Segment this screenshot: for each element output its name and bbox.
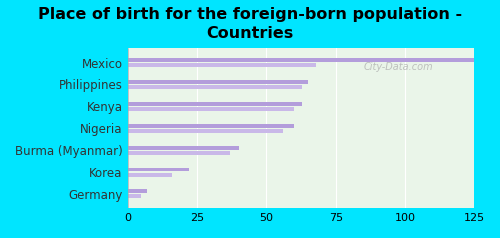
Bar	[128, 58, 474, 62]
Bar	[128, 107, 294, 111]
Bar	[128, 168, 188, 171]
Bar	[128, 85, 302, 89]
Bar	[128, 194, 141, 198]
Bar	[128, 151, 230, 155]
Bar	[128, 129, 283, 133]
Bar	[128, 80, 308, 84]
Text: City-Data.com: City-Data.com	[364, 63, 433, 73]
Bar	[128, 189, 147, 193]
Bar	[128, 124, 294, 128]
Bar	[128, 63, 316, 67]
Bar	[128, 146, 238, 149]
Bar	[128, 102, 302, 106]
Bar	[128, 173, 172, 177]
Text: Place of birth for the foreign-born population -
Countries: Place of birth for the foreign-born popu…	[38, 7, 462, 41]
